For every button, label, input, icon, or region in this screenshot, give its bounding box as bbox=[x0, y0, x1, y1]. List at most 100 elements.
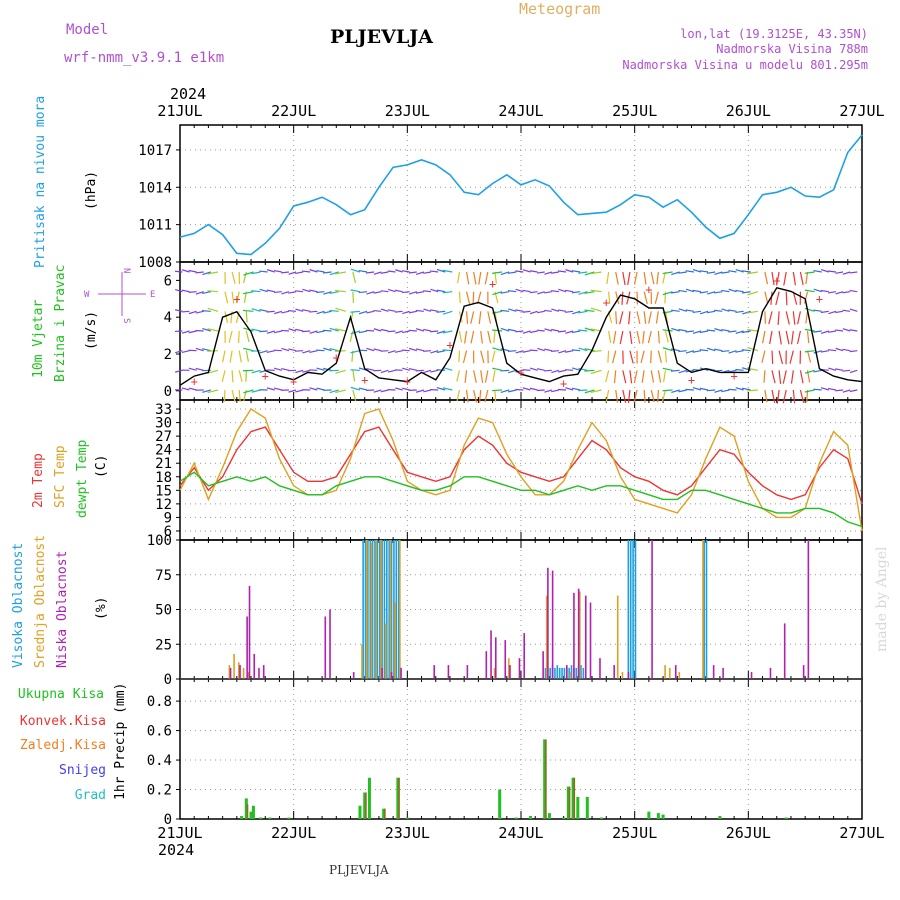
wind-arrow bbox=[615, 291, 620, 305]
wind-arrow bbox=[762, 330, 766, 344]
wind-arrow bbox=[657, 350, 662, 363]
wind-arrow bbox=[202, 291, 211, 295]
wind-arrow bbox=[309, 387, 318, 391]
wind-arrow bbox=[402, 310, 410, 315]
cloud-bar bbox=[229, 667, 232, 679]
wind-arrow bbox=[358, 387, 368, 391]
y-tick-label: 100 bbox=[147, 533, 172, 549]
cloud-unit: (%) bbox=[94, 597, 109, 620]
wind-arrow bbox=[662, 367, 673, 371]
cloud-bar bbox=[542, 651, 544, 679]
y-tick-label: 0.4 bbox=[147, 753, 172, 769]
wind-arrow bbox=[436, 387, 446, 391]
wind-arrow bbox=[619, 330, 624, 345]
wind-arrow bbox=[522, 310, 531, 313]
wind-arrow bbox=[358, 291, 368, 294]
wind-arrow bbox=[790, 370, 794, 384]
gust-marker: + bbox=[446, 338, 453, 352]
y-tick-label: 12 bbox=[155, 497, 172, 513]
wind-arrow bbox=[557, 330, 567, 333]
cloud-bar bbox=[669, 667, 671, 679]
wind-arrow bbox=[605, 370, 610, 383]
wind-title2: Brzina i Pravac bbox=[53, 265, 68, 382]
wind-arrow bbox=[423, 308, 432, 312]
wind-arrow bbox=[792, 291, 798, 305]
wind-arrow bbox=[492, 329, 503, 332]
wind-arrow bbox=[408, 367, 417, 371]
wind-arrow bbox=[544, 271, 552, 275]
wind-arrow bbox=[408, 291, 417, 295]
wind-arrow bbox=[515, 309, 524, 312]
wind-arrow bbox=[243, 291, 254, 295]
wind-arrow bbox=[551, 290, 559, 293]
gust-marker: + bbox=[233, 292, 240, 306]
wind-arrow bbox=[685, 388, 694, 391]
wind-arrow bbox=[387, 309, 396, 312]
wind-arrow bbox=[456, 389, 461, 402]
wind-arrow bbox=[706, 310, 716, 314]
pressure-line bbox=[179, 134, 863, 256]
wind-arrow bbox=[670, 291, 680, 294]
cloud-bar bbox=[362, 540, 364, 679]
wind-arrow bbox=[259, 350, 268, 354]
wind-arrow bbox=[670, 309, 680, 312]
wind-arrow bbox=[522, 369, 531, 371]
wind-arrow bbox=[728, 388, 737, 391]
wind-arrow bbox=[522, 330, 531, 334]
wind-arrow bbox=[692, 268, 702, 273]
precip-total-bar bbox=[528, 816, 532, 819]
gust-marker: + bbox=[603, 295, 610, 309]
wind-arrow bbox=[492, 389, 503, 392]
wind-arrow bbox=[662, 271, 667, 284]
day-label-bottom: 21JUL bbox=[157, 824, 202, 842]
wind-arrow bbox=[692, 310, 702, 314]
cloud-bar bbox=[386, 540, 388, 679]
elevation-text: Nadmorska Visina 788m bbox=[716, 42, 868, 56]
wind-arrow bbox=[442, 367, 453, 371]
wind-arrow bbox=[251, 308, 261, 312]
wind-arrow bbox=[804, 389, 815, 393]
cloud-bar bbox=[507, 658, 510, 679]
wind-arrow bbox=[288, 271, 297, 275]
wind-arrow bbox=[243, 347, 254, 352]
precip-total-bar bbox=[566, 786, 570, 819]
wind-arrow bbox=[500, 389, 510, 394]
wind-arrow bbox=[714, 348, 723, 352]
precip-total-bar bbox=[268, 817, 272, 819]
wind-arrow bbox=[571, 349, 581, 352]
wind-arrow bbox=[380, 290, 389, 293]
legend-grad: Grad bbox=[75, 788, 106, 803]
wind-arrow bbox=[629, 330, 633, 345]
gust-marker: + bbox=[290, 375, 297, 389]
y-tick-label: 9 bbox=[164, 510, 172, 526]
wind-arrow bbox=[380, 369, 389, 374]
wind-arrow bbox=[508, 369, 517, 374]
wind-arrow bbox=[590, 289, 602, 293]
wind-arrow bbox=[714, 309, 723, 312]
wind-arrow bbox=[309, 330, 318, 334]
wind-arrow bbox=[741, 387, 751, 391]
wind-arrow bbox=[472, 291, 475, 305]
wind-arrow bbox=[457, 271, 461, 284]
wind-arrow bbox=[590, 369, 602, 375]
wind-arrow bbox=[508, 308, 517, 312]
cloud-bar bbox=[634, 540, 637, 679]
wind-arrow bbox=[741, 330, 751, 334]
wind-arrow bbox=[423, 271, 432, 274]
wind-arrow bbox=[242, 309, 254, 312]
wind-arrow bbox=[195, 347, 204, 352]
wind-arrow bbox=[484, 389, 489, 403]
wind-arrow bbox=[608, 330, 612, 343]
wind-arrow bbox=[366, 347, 375, 352]
cloud-bar bbox=[509, 665, 511, 679]
wind-arrow bbox=[835, 347, 844, 352]
wind-arrow bbox=[500, 309, 510, 312]
wind-arrow bbox=[799, 271, 804, 286]
precip-total-bar bbox=[363, 792, 367, 819]
wind-arrow bbox=[436, 350, 446, 354]
wind-arrow bbox=[544, 369, 552, 372]
cloud-bar bbox=[378, 540, 381, 679]
wind-arrow bbox=[207, 350, 218, 352]
legend-snow: Snijeg bbox=[59, 763, 106, 778]
wind-arrow bbox=[473, 271, 477, 285]
